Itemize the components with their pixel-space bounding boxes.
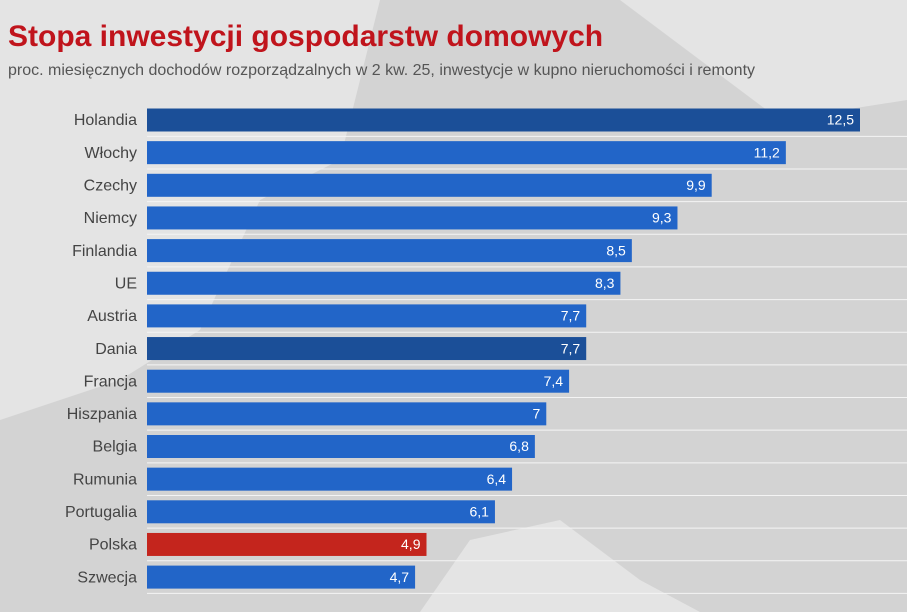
bar [147,271,621,295]
value-label: 6,1 [469,504,489,520]
value-label: 12,5 [827,112,854,128]
value-label: 6,8 [509,438,529,454]
category-label: Portugalia [65,504,137,521]
map-sea [420,520,700,612]
value-label: 4,7 [390,569,410,585]
category-label: Holandia [74,112,137,129]
value-label: 8,5 [606,242,626,258]
category-label: Hiszpania [67,406,137,423]
value-label: 8,3 [595,275,615,291]
chart-title: Stopa inwestycji gospodarstw domowych [8,20,603,53]
bar [147,173,712,197]
category-label: Belgia [93,439,138,456]
bar [147,402,547,426]
category-label: Rumunia [73,471,137,488]
category-label: Szwecja [77,569,137,586]
category-label: UE [115,275,137,292]
bar [147,435,535,458]
bar [147,206,678,230]
bar [147,337,587,361]
category-label: Czechy [84,178,137,195]
category-label: Dania [95,341,137,358]
value-label: 4,9 [401,536,421,552]
value-label: 7,7 [561,340,581,356]
category-label: Niemcy [84,210,137,227]
bar [147,239,632,263]
bar [147,467,513,491]
value-label: 9,9 [686,177,706,193]
value-label: 7,4 [544,373,564,389]
map-sea [620,0,907,120]
bar [147,532,427,556]
bar [147,141,786,165]
category-label: Polska [89,537,137,554]
chart-subtitle: proc. miesięcznych dochodów rozporządzal… [8,62,755,79]
category-label: Włochy [85,145,137,162]
bar [147,304,587,328]
value-label: 7 [532,406,540,422]
category-label: Francja [84,373,137,390]
value-label: 11,2 [754,144,780,160]
category-label: Austria [87,308,137,325]
bar [147,369,570,393]
value-label: 9,3 [652,210,672,226]
category-label: Finlandia [72,243,137,260]
bar [147,500,495,524]
bar [147,565,416,589]
value-label: 7,7 [561,308,581,324]
bar [147,108,860,132]
value-label: 6,4 [487,471,507,487]
